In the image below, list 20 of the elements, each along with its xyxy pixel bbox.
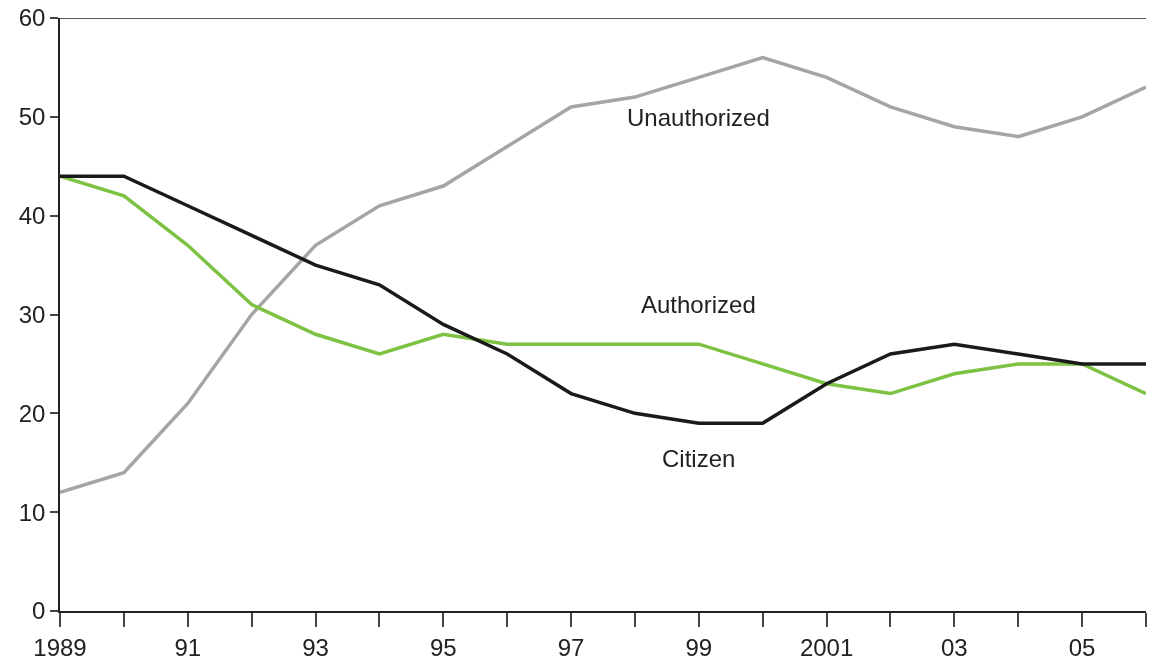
y-tick-label: 60 bbox=[18, 4, 46, 32]
x-tick-label: 1989 bbox=[33, 633, 87, 661]
series-label: Citizen bbox=[662, 445, 736, 472]
y-tick-label: 0 bbox=[32, 597, 46, 625]
x-tick-label: 2001 bbox=[799, 633, 854, 661]
x-tick-label: 99 bbox=[685, 633, 713, 661]
x-tick-label: 91 bbox=[174, 633, 202, 661]
x-tick-label: 03 bbox=[941, 633, 968, 661]
x-tick-label: 05 bbox=[1068, 633, 1096, 661]
y-tick-label: 30 bbox=[18, 300, 46, 328]
y-tick-label: 40 bbox=[18, 202, 46, 230]
x-tick-label: 97 bbox=[557, 633, 585, 661]
x-tick-label: 95 bbox=[429, 633, 457, 661]
y-tick-label: 10 bbox=[18, 498, 46, 526]
series-label: Authorized bbox=[641, 291, 756, 318]
y-tick-label: 20 bbox=[18, 399, 46, 427]
series-label: Unauthorized bbox=[627, 104, 770, 131]
y-tick-label: 50 bbox=[18, 103, 46, 131]
x-tick-label: 93 bbox=[302, 633, 329, 661]
line-series bbox=[60, 55, 1146, 495]
